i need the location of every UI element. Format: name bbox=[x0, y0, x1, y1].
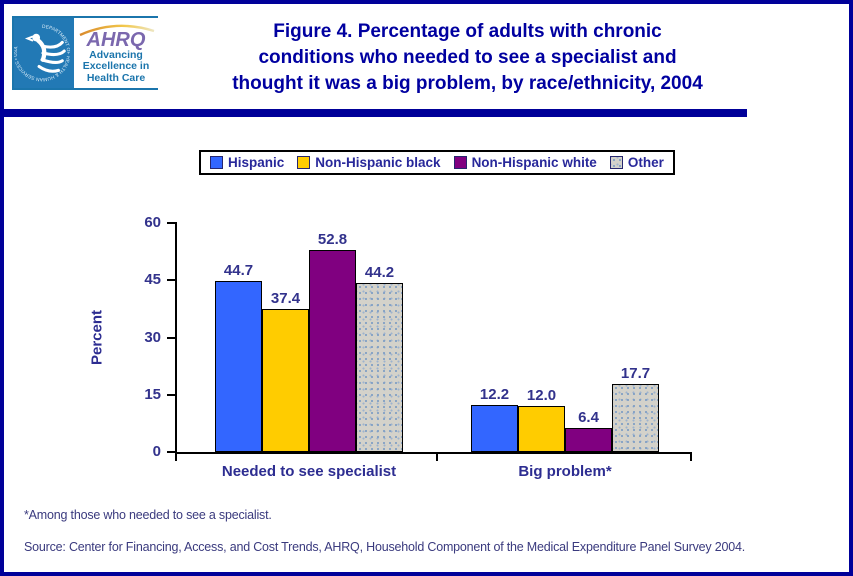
bar-value-non-hispanic-white-big-problem: 6.4 bbox=[578, 409, 599, 426]
ahrq-tagline: Advancing Excellence in Health Care bbox=[82, 48, 150, 84]
bar-non-hispanic-white-big-problem bbox=[565, 428, 612, 452]
y-tick-60 bbox=[167, 222, 177, 224]
legend: Hispanic Non-Hispanic black Non-Hispanic w… bbox=[199, 150, 675, 175]
y-axis-label: Percent bbox=[88, 309, 106, 366]
bar-value-other-needed-to-see-specialist: 44.2 bbox=[364, 264, 395, 281]
ahrq-wordmark: AHRQ bbox=[79, 24, 155, 50]
y-tick-label-60: 60 bbox=[144, 214, 161, 231]
bar-other-big-problem bbox=[612, 384, 659, 452]
y-tick-45 bbox=[167, 279, 177, 282]
category-label-needed-to-see-specialist: Needed to see specialist bbox=[221, 463, 397, 480]
x-tick-2 bbox=[690, 454, 692, 461]
y-tick-0 bbox=[167, 451, 177, 453]
legend-item-hispanic: Hispanic bbox=[210, 155, 284, 170]
y-tick-label-0: 0 bbox=[152, 443, 161, 460]
legend-swatch-non-hispanic-white bbox=[453, 156, 467, 169]
y-tick-15 bbox=[167, 393, 177, 396]
legend-label-other: Other bbox=[627, 155, 664, 170]
footnote: *Among those who needed to see a special… bbox=[24, 508, 272, 522]
bar-value-non-hispanic-black-needed-to-see-specialist: 37.4 bbox=[270, 290, 301, 307]
ahrq-text: AHRQ bbox=[86, 29, 146, 50]
legend-swatch-non-hispanic-black bbox=[297, 156, 311, 169]
legend-item-non-hispanic-white: Non-Hispanic white bbox=[453, 155, 597, 170]
legend-swatch-hispanic bbox=[210, 156, 223, 169]
plot-area: Percent 0 15 30 45 60 44.7 37.4 52.8 44.2 Needed … bbox=[89, 214, 692, 480]
bar-non-hispanic-black-needed-to-see-specialist bbox=[262, 309, 309, 452]
page-title: Figure 4. Percentage of adults with chro… bbox=[190, 19, 745, 97]
bar-value-other-big-problem: 17.7 bbox=[620, 365, 651, 382]
page-title-line3: thought it was a big problem, by race/et… bbox=[232, 73, 703, 94]
bar-value-hispanic-big-problem: 12.2 bbox=[479, 386, 510, 403]
bar-other-needed-to-see-specialist bbox=[356, 283, 403, 452]
page-title-line2: conditions who needed to see a specialis… bbox=[258, 47, 677, 68]
bar-value-non-hispanic-black-big-problem: 12.0 bbox=[526, 387, 557, 404]
y-tick-label-30: 30 bbox=[144, 328, 161, 346]
bar-value-non-hispanic-white-needed-to-see-specialist: 52.8 bbox=[317, 231, 348, 248]
bar-value-hispanic-needed-to-see-specialist: 44.7 bbox=[223, 262, 254, 279]
legend-label-non-hispanic-white: Non-Hispanic white bbox=[471, 155, 597, 170]
legend-swatch-other bbox=[609, 156, 623, 169]
legend-item-other: Other bbox=[609, 155, 664, 170]
rainbow-arc-icon bbox=[79, 24, 155, 36]
legend-label-non-hispanic-black: Non-Hispanic black bbox=[315, 155, 441, 170]
category-label-big-problem: Big problem* bbox=[518, 463, 612, 480]
y-tick-30 bbox=[167, 336, 177, 339]
ahrq-logo: DEPARTMENT OF HEALTH & HUMAN SERVICES • … bbox=[12, 16, 158, 90]
ahrq-panel: AHRQ Advancing Excellence in Health Care bbox=[74, 18, 158, 88]
source-note: Source: Center for Financing, Access, an… bbox=[24, 540, 746, 554]
header-divider bbox=[4, 109, 747, 117]
hhs-eagle-icon: DEPARTMENT OF HEALTH & HUMAN SERVICES • … bbox=[14, 24, 70, 82]
y-tick-label-15: 15 bbox=[144, 385, 161, 403]
hhs-seal: DEPARTMENT OF HEALTH & HUMAN SERVICES • … bbox=[14, 18, 74, 88]
x-tick-0 bbox=[175, 454, 177, 461]
bar-hispanic-big-problem bbox=[471, 405, 518, 452]
legend-label-hispanic: Hispanic bbox=[228, 155, 285, 170]
page-title-line1: Figure 4. Percentage of adults with chro… bbox=[273, 21, 662, 42]
legend-item-non-hispanic-black: Non-Hispanic black bbox=[297, 155, 441, 170]
bar-non-hispanic-black-big-problem bbox=[518, 406, 565, 452]
bar-non-hispanic-white-needed-to-see-specialist bbox=[309, 250, 356, 452]
x-tick-1 bbox=[436, 454, 438, 461]
y-tick-label-45: 45 bbox=[144, 271, 161, 289]
bar-hispanic-needed-to-see-specialist bbox=[215, 281, 262, 452]
